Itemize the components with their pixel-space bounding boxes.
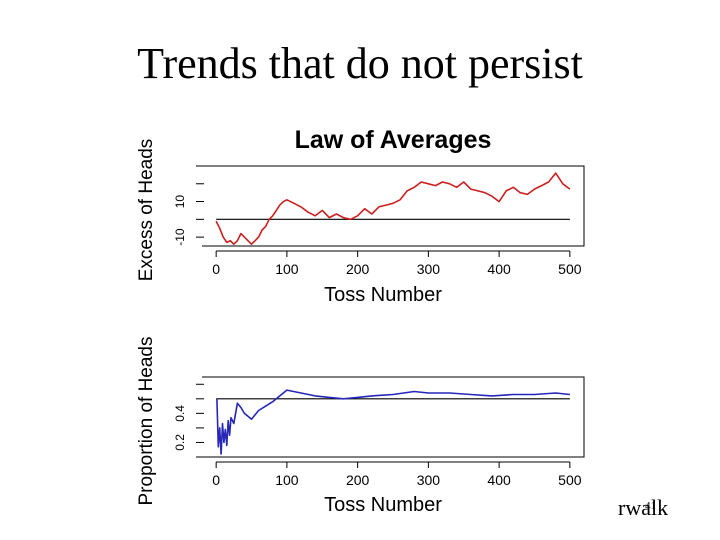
panel2-x-tick-label: 0 xyxy=(212,472,220,488)
panel1-y-axis-label: Excess of Heads xyxy=(136,139,157,282)
panel1-x-tick-label: 0 xyxy=(212,261,220,277)
panel2-series-line xyxy=(216,389,570,455)
panel1-x-tick-label: 500 xyxy=(558,261,582,277)
panel1-x-tick-label: 300 xyxy=(417,261,441,277)
panel1-y-tick-label: -10 xyxy=(173,228,187,246)
panel2-x-tick-label: 500 xyxy=(558,472,582,488)
panel1-plot-frame xyxy=(202,165,585,247)
panel2-x-tick-label: 100 xyxy=(275,472,299,488)
slide-title: Trends that do not persist xyxy=(137,39,583,88)
panel2-plot-frame xyxy=(202,376,585,458)
panel2-y-tick-label: 0.4 xyxy=(173,405,187,422)
panel1-chart-title: Law of Averages xyxy=(295,126,492,154)
panel2-y-tick-label: 0.2 xyxy=(173,434,187,451)
panel1-series-line xyxy=(215,172,571,245)
panel2-x-tick-label: 300 xyxy=(417,472,441,488)
panel2-x-tick-label: 400 xyxy=(487,472,511,488)
panel1-x-tick-label: 200 xyxy=(346,261,370,277)
panel1-x-axis-label: Toss Number xyxy=(324,284,442,306)
slide-number: 41 xyxy=(645,500,656,512)
panel1-x-tick-label: 400 xyxy=(487,261,511,277)
footer-label: rwalk xyxy=(618,495,669,520)
panel1-x-tick-label: 100 xyxy=(275,261,299,277)
panel2-x-axis-label: Toss Number xyxy=(324,494,442,516)
panel2-x-tick-label: 200 xyxy=(346,472,370,488)
panel1-y-tick-label: 10 xyxy=(173,195,187,209)
panel2-y-axis-label: Proportion of Heads xyxy=(136,337,157,506)
